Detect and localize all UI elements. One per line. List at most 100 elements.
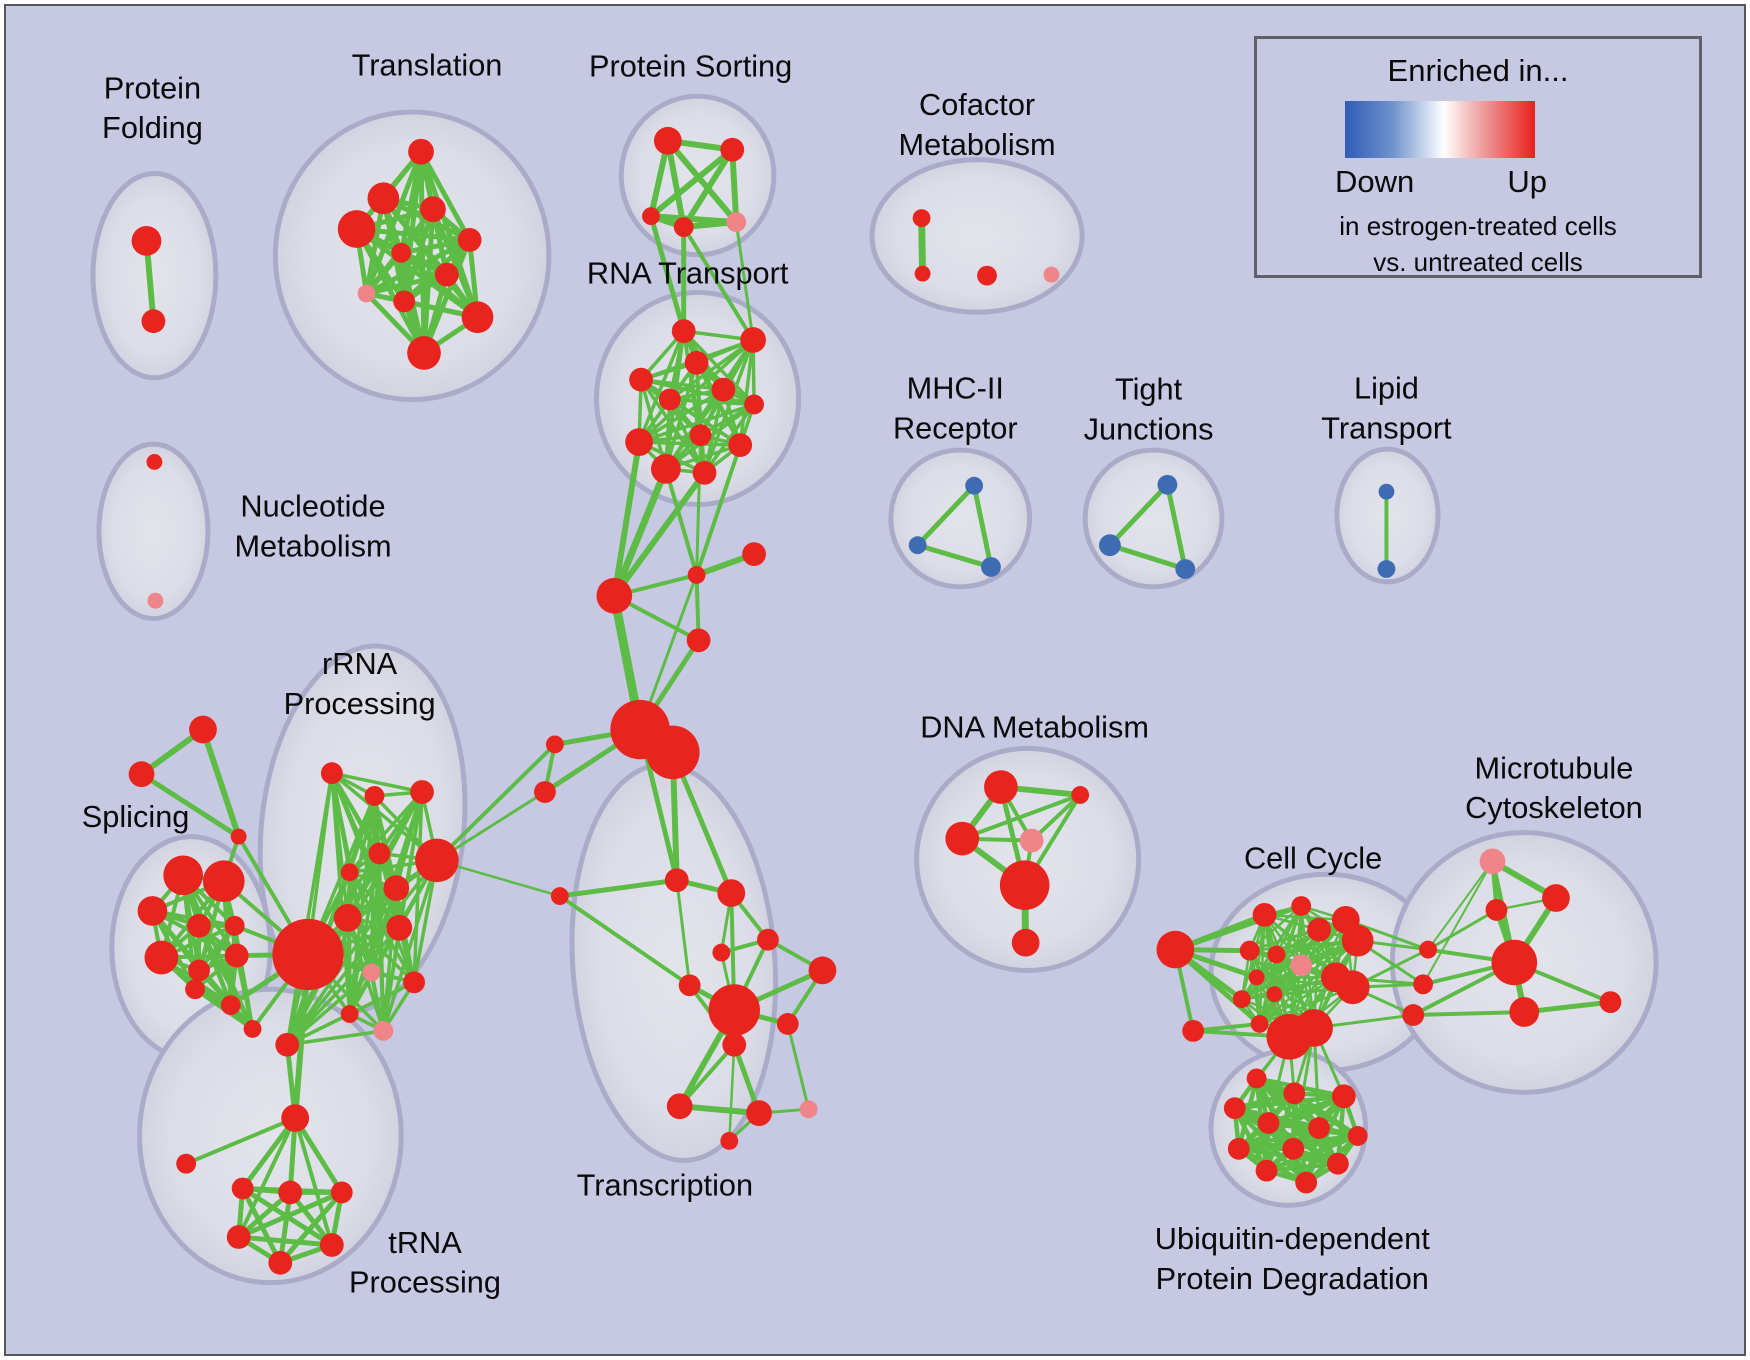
cluster-label-rrna-processing: rRNA xyxy=(322,646,398,681)
edge-rna-transport xyxy=(638,388,725,444)
edge-mhc-ii-receptor xyxy=(915,484,976,547)
node-cell-cycle xyxy=(1335,970,1370,1005)
node-rrna-processing xyxy=(410,780,434,804)
edge-tight-junctions xyxy=(1109,542,1186,572)
node-cell-cycle xyxy=(1295,1009,1333,1047)
cluster-label-protein-folding: Folding xyxy=(102,110,203,145)
node-rrna-processing xyxy=(272,918,344,991)
node-transcription xyxy=(720,1131,739,1150)
edge-link xyxy=(694,444,743,576)
edge-cell-cycle xyxy=(1248,905,1303,952)
edge-transcription xyxy=(728,1044,736,1141)
layer-labels: Protein Folding Translation Protein Sorting… xyxy=(82,48,1643,1300)
node-ubiquitin-degradation xyxy=(1223,1097,1246,1120)
cluster-ellipse-tight-junctions xyxy=(1082,447,1225,590)
node-cc-satellites xyxy=(1413,974,1434,995)
node-protein-sorting xyxy=(653,126,682,155)
edge-translation xyxy=(399,250,480,320)
node-connectors xyxy=(128,761,155,788)
node-lipid-transport xyxy=(1377,560,1396,578)
layer-nodes xyxy=(128,126,1622,1275)
edge-rna-transport xyxy=(703,403,756,474)
edge-trna-processing xyxy=(278,1190,344,1265)
node-microtubule-cytoskeleton xyxy=(1599,991,1622,1014)
node-rna-transport xyxy=(671,319,696,343)
legend-gradient-bar xyxy=(1345,101,1535,158)
cluster-ellipse-cofactor-metabolism xyxy=(869,157,1085,315)
node-ubiquitin-degradation xyxy=(1295,1171,1318,1194)
cluster-label-lipid-transport: Transport xyxy=(1321,410,1452,445)
node-ubiquitin-degradation xyxy=(1326,1152,1349,1175)
node-trna-processing xyxy=(176,1153,197,1174)
node-ubiquitin-degradation xyxy=(1227,1137,1250,1160)
node-rna-transport xyxy=(692,460,717,485)
node-transcription xyxy=(717,879,746,907)
node-microtubule-cytoskeleton xyxy=(1542,884,1570,912)
edge-link xyxy=(1422,860,1494,985)
edge-rna-transport xyxy=(639,378,706,474)
node-connectors xyxy=(230,828,247,845)
node-cc-satellites xyxy=(1156,930,1195,969)
edge-mhc-ii-receptor xyxy=(916,542,992,570)
node-connectors xyxy=(646,725,700,780)
edge-trna-processing xyxy=(293,1117,334,1246)
edge-tight-junctions xyxy=(1108,483,1170,547)
node-transcription xyxy=(664,868,689,893)
edge-rna-transport xyxy=(640,377,755,407)
node-transcription xyxy=(712,943,731,962)
edge-cell-cycle xyxy=(1258,976,1337,1025)
edge-rrna-processing xyxy=(285,926,401,1046)
node-cell-cycle xyxy=(1267,945,1286,964)
edge-protein-sorting xyxy=(665,138,739,224)
node-trna-processing xyxy=(281,1104,310,1132)
node-microtubule-cytoskeleton xyxy=(1491,939,1538,986)
node-cell-cycle xyxy=(1266,986,1283,1003)
edge-rna-transport xyxy=(638,402,755,444)
node-tight-junctions xyxy=(1175,559,1196,579)
edge-link xyxy=(648,215,687,332)
node-translation xyxy=(457,228,482,252)
cluster-label-nucleotide-metabolism: Nucleotide xyxy=(240,489,385,524)
node-connectors xyxy=(545,735,564,754)
edge-transcription xyxy=(786,1023,811,1110)
edge-transcription xyxy=(678,1043,736,1108)
node-trna-processing xyxy=(330,1181,353,1204)
node-connectors xyxy=(742,542,766,567)
cluster-label-rna-transport: RNA Transport xyxy=(587,256,789,291)
node-transcription xyxy=(678,974,701,997)
node-cell-cycle xyxy=(1341,924,1374,957)
edge-rrna-processing xyxy=(331,771,423,794)
node-splicing xyxy=(224,943,249,968)
edge-transcription xyxy=(679,1103,760,1117)
node-splicing xyxy=(185,979,205,1000)
edge-translation xyxy=(354,227,427,355)
cluster-label-lipid-transport: Lipid xyxy=(1354,371,1419,406)
node-rrna-processing xyxy=(275,1032,300,1057)
node-cell-cycle xyxy=(1307,917,1331,942)
node-ubiquitin-degradation xyxy=(1257,1112,1280,1134)
node-microtubule-cytoskeleton xyxy=(1485,899,1508,921)
legend-caption-line2: vs. untreated cells xyxy=(1373,247,1583,277)
edge-rrna-processing xyxy=(348,790,424,874)
node-trna-processing xyxy=(231,1177,254,1200)
cluster-ellipse-nucleotide-metabolism xyxy=(96,441,211,622)
edge-link xyxy=(663,468,699,576)
node-rna-transport xyxy=(658,388,681,411)
node-rrna-processing xyxy=(364,786,385,806)
edge-link xyxy=(695,435,703,575)
cluster-label-nucleotide-metabolism: Metabolism xyxy=(234,528,391,563)
edge-link xyxy=(435,743,557,862)
edge-connectors xyxy=(200,728,242,838)
edge-translation xyxy=(364,197,386,294)
node-lipid-transport xyxy=(1378,483,1395,500)
edge-rrna-processing xyxy=(412,791,424,983)
edge-rna-transport xyxy=(669,397,755,407)
cluster-label-tight-junctions: Junctions xyxy=(1084,411,1214,446)
legend-down-label: Down xyxy=(1335,164,1415,199)
node-transcription xyxy=(666,1093,693,1120)
node-cell-cycle xyxy=(1250,1015,1269,1033)
cluster-label-trna-processing: Processing xyxy=(349,1265,501,1300)
node-translation xyxy=(393,290,416,313)
cluster-label-microtubule-cytoskeleton: Cytoskeleton xyxy=(1465,790,1643,825)
node-translation xyxy=(461,301,494,334)
